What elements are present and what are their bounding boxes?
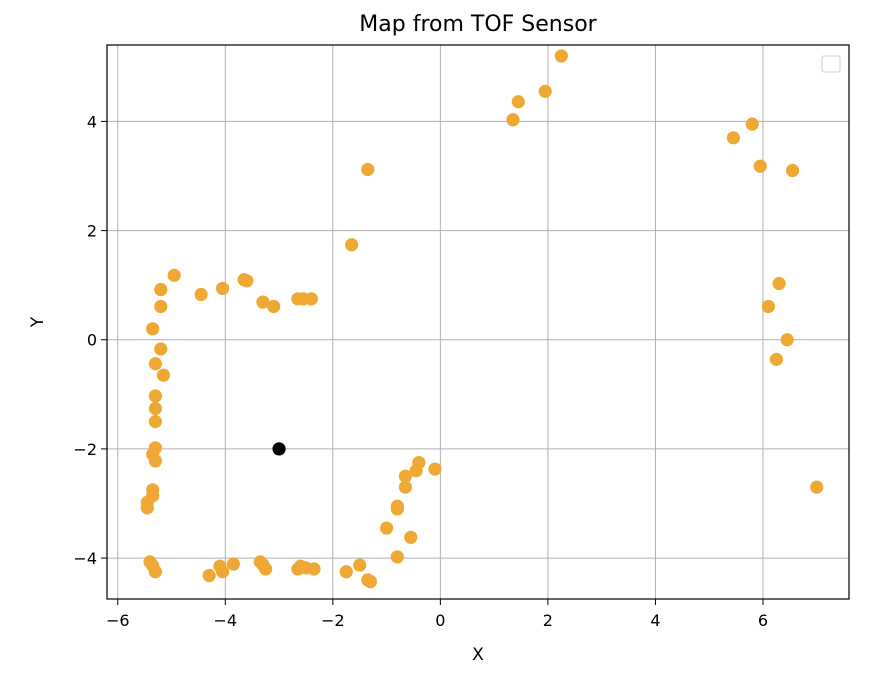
sensor-point [538,84,552,98]
sensor-point [412,455,426,470]
sensor-point [785,163,800,178]
sensor-point [146,322,160,336]
sensor-point [156,368,171,382]
robot-position-point [272,442,286,456]
sensor-point [148,357,162,371]
x-tick-label: 4 [650,611,660,630]
sensor-point [267,299,281,314]
sensor-point [216,565,230,579]
y-axis-label: Y [28,316,48,328]
y-tick-label: −4 [73,549,97,568]
sensor-point [398,480,413,494]
y-tick-label: 2 [87,222,97,241]
sensor-point [148,401,162,416]
sensor-point [810,480,824,494]
sensor-point [202,568,216,583]
sensor-point [148,454,162,468]
x-tick-label: −6 [106,611,130,630]
sensor-point [148,389,162,403]
sensor-point [772,276,786,291]
sensor-point [361,162,375,177]
sensor-point [140,501,154,515]
sensor-point [390,502,404,516]
sensor-point [194,287,208,302]
sensor-point [428,462,442,476]
sensor-point [745,117,759,131]
x-tick-label: 0 [435,611,445,630]
sensor-point [390,550,404,564]
sensor-point [726,131,740,145]
sensor-point [304,292,318,306]
sensor-point [148,415,162,429]
legend-box [821,55,841,73]
sensor-point [379,521,394,535]
sensor-point [363,574,378,589]
sensor-point [345,238,359,252]
sensor-point [511,95,525,109]
sensor-point [226,557,240,571]
sensor-point [154,282,168,297]
x-tick-label: 6 [758,611,768,630]
sensor-point [339,565,353,579]
sensor-point [398,469,413,483]
sensor-point [307,562,321,576]
sensor-point [404,530,418,544]
sensor-point [769,352,784,366]
sensor-point [506,113,520,127]
x-tick-label: 2 [543,611,553,630]
sensor-point [148,565,162,579]
data-points [140,49,824,589]
x-tick-label: −2 [321,611,345,630]
sensor-point [216,281,230,296]
sensor-point [154,299,168,314]
sensor-point [259,562,273,576]
y-tick-label: −2 [73,440,97,459]
plot-frame [106,44,850,600]
sensor-point [353,558,367,572]
sensor-point [554,49,568,63]
y-axis-ticks: −4 −2 0 2 4 [73,112,107,568]
x-axis-label: X [472,645,484,665]
chart-title: Map from TOF Sensor [359,12,597,37]
sensor-point [780,333,794,347]
sensor-point [753,159,767,173]
x-tick-label: −4 [213,611,237,630]
sensor-point [167,268,181,282]
y-tick-label: 0 [87,331,97,350]
sensor-point [256,295,270,309]
x-axis-ticks: −6 −4 −2 0 2 4 6 [106,599,768,630]
sensor-point [154,342,168,356]
sensor-point [761,299,775,314]
y-tick-label: 4 [87,112,97,131]
grid-lines [107,45,849,599]
sensor-point [240,274,254,288]
